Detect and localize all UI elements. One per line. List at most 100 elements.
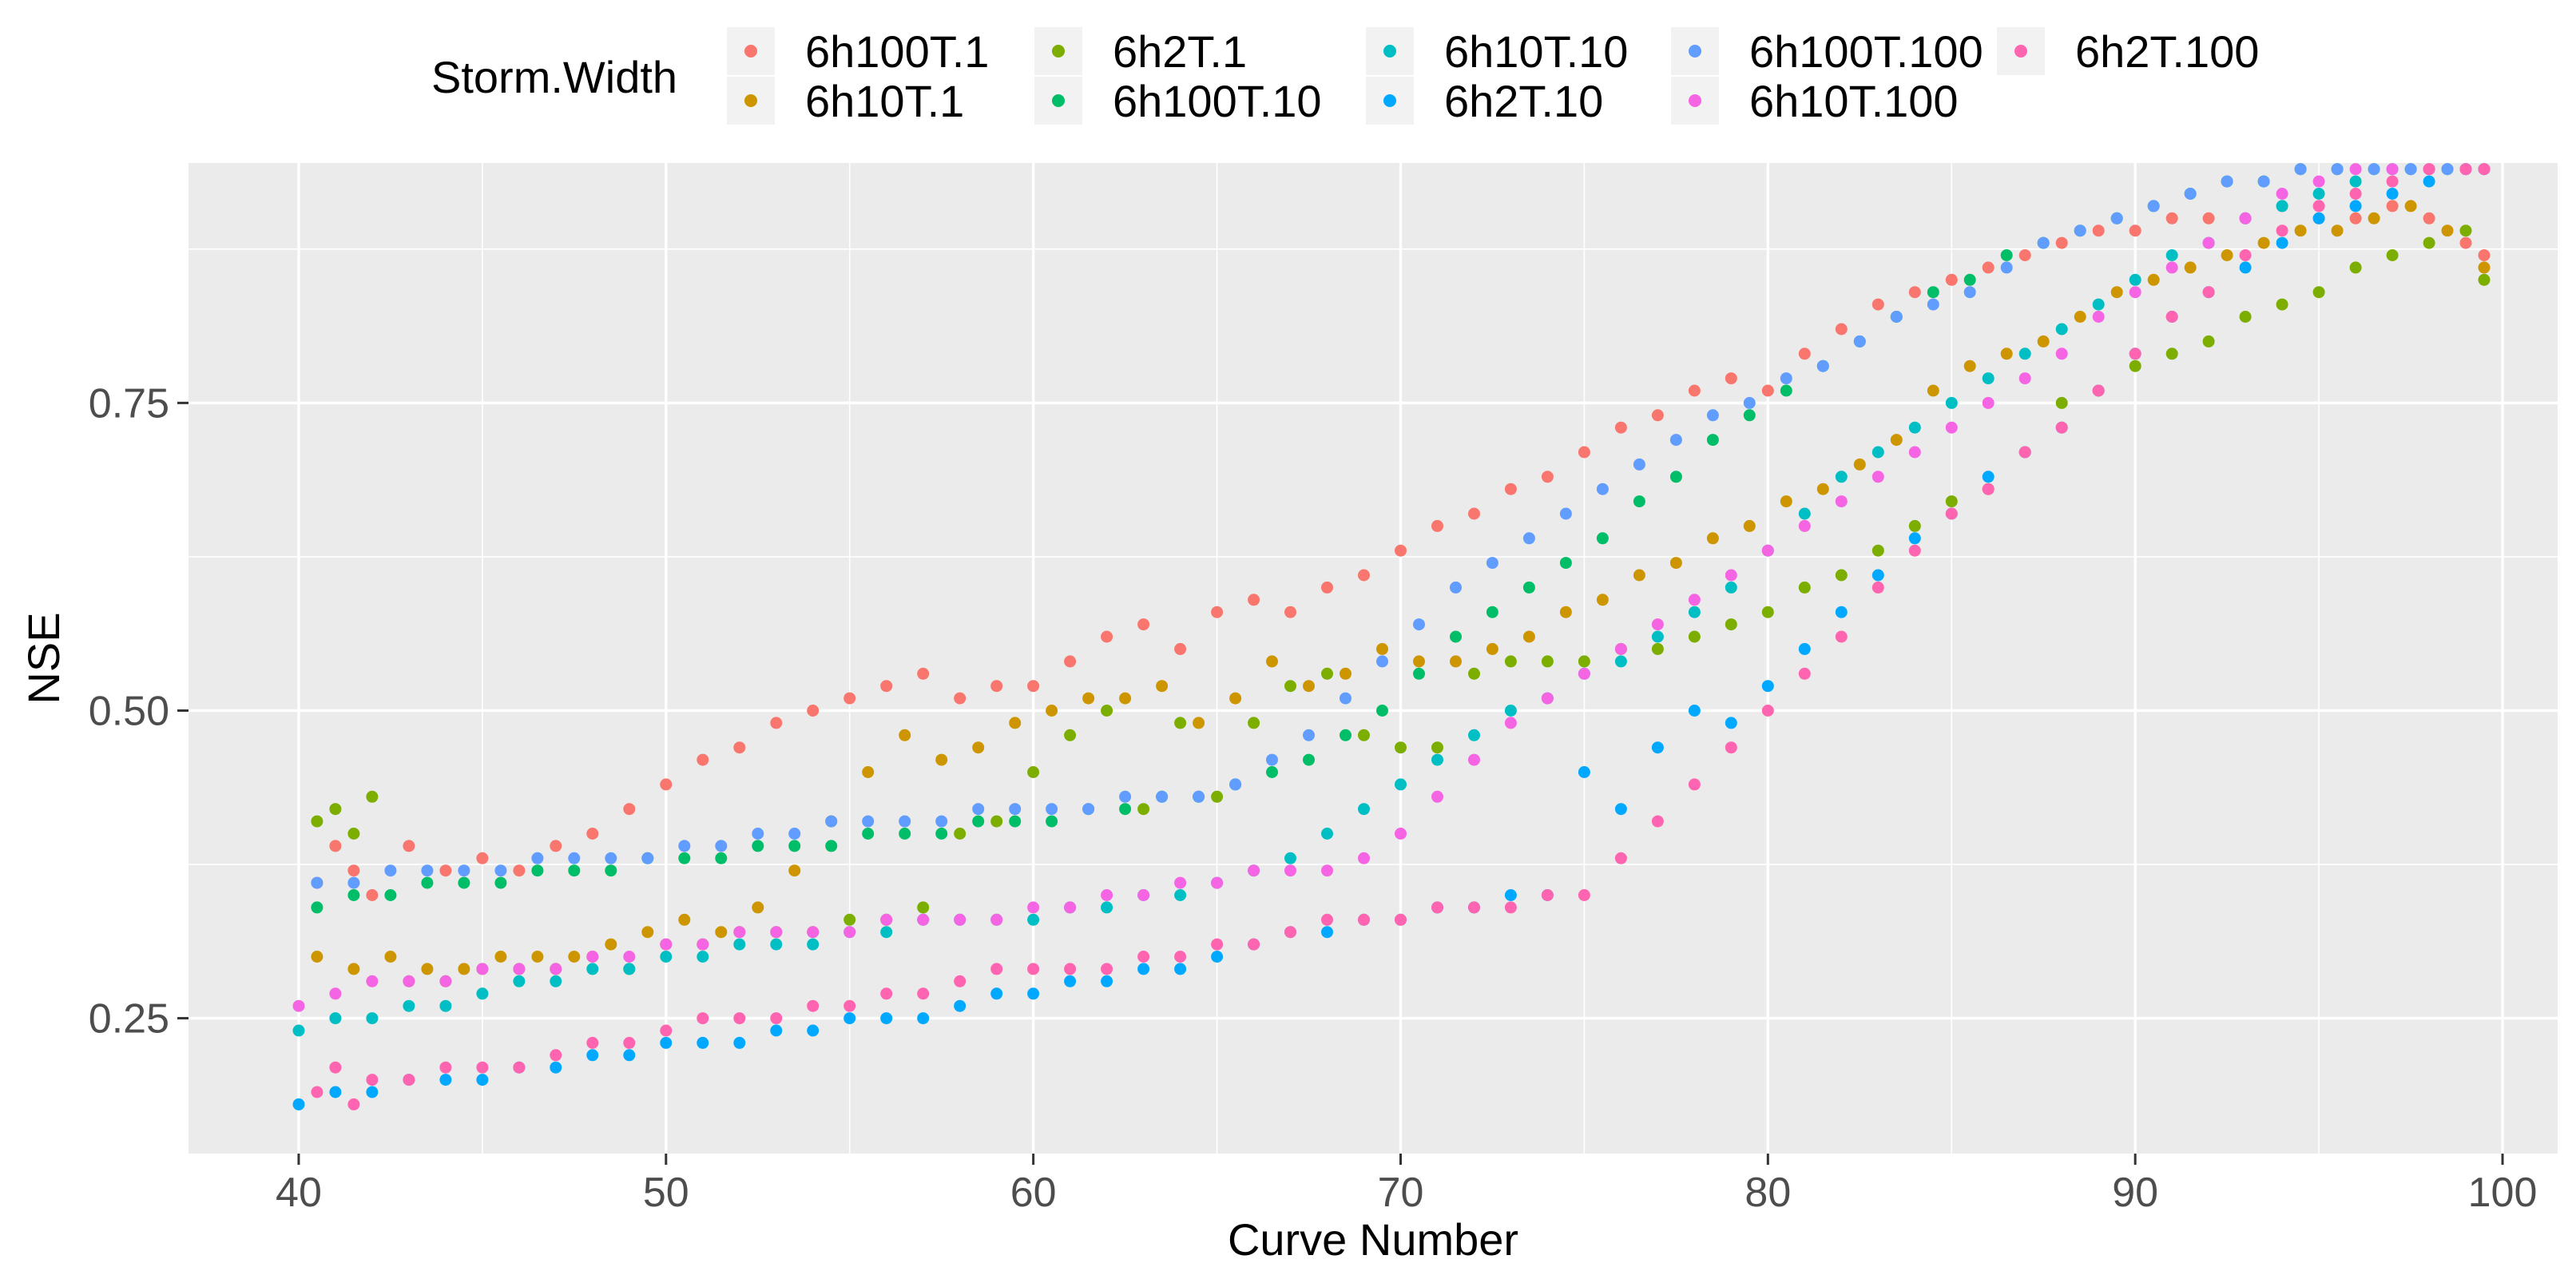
data-point (2423, 236, 2435, 249)
data-point (1137, 963, 1150, 975)
data-point (2312, 212, 2325, 224)
data-point (1064, 655, 1077, 668)
data-point (2000, 249, 2013, 261)
data-point (880, 926, 893, 939)
data-point (623, 963, 636, 975)
legend-label: 6h10T.1 (805, 76, 964, 126)
data-point (2092, 224, 2105, 237)
data-point (954, 913, 966, 926)
data-point (1541, 692, 1554, 705)
data-point (1908, 532, 1921, 545)
data-point (917, 987, 930, 1000)
data-point (641, 926, 654, 939)
data-point (1009, 717, 1022, 729)
legend-marker (2014, 45, 2027, 58)
data-point (2349, 188, 2362, 200)
data-point (1027, 987, 1040, 1000)
data-point (2165, 311, 2178, 323)
data-point (366, 790, 379, 803)
data-point (550, 1061, 562, 1074)
data-point (697, 938, 709, 951)
data-point (2459, 236, 2472, 249)
data-point (384, 951, 397, 963)
data-point (550, 840, 562, 852)
data-point (2386, 175, 2399, 188)
data-point (1963, 359, 1976, 372)
data-point (1761, 606, 1774, 618)
data-point (403, 1074, 415, 1086)
data-point (1358, 569, 1370, 582)
data-point (1761, 544, 1774, 557)
data-point (1780, 384, 1792, 397)
data-point (2018, 372, 2031, 385)
data-point (458, 864, 470, 877)
data-point (1835, 606, 1848, 618)
data-point (917, 913, 930, 926)
data-point (880, 987, 893, 1000)
data-point (825, 815, 838, 828)
data-point (2386, 188, 2399, 200)
data-point (1651, 630, 1664, 643)
data-point (494, 951, 507, 963)
data-point (311, 901, 323, 914)
data-point (1431, 519, 1443, 532)
data-point (1101, 975, 1113, 987)
data-point (1340, 667, 1352, 680)
data-point (1413, 655, 1425, 668)
data-point (2276, 224, 2288, 237)
data-point (1871, 471, 1884, 483)
data-point (347, 864, 360, 877)
data-point (550, 975, 562, 987)
data-point (2147, 200, 2160, 213)
data-point (329, 1061, 342, 1074)
data-point (605, 864, 617, 877)
data-point (439, 975, 452, 987)
data-point (1358, 913, 1370, 926)
data-point (1798, 519, 1811, 532)
data-point (1669, 471, 1682, 483)
legend-label: 6h2T.10 (1444, 76, 1603, 126)
legend-marker (1383, 45, 1396, 58)
data-point (1468, 667, 1480, 680)
data-point (1284, 926, 1296, 939)
data-point (1798, 667, 1811, 680)
data-point (1908, 519, 1921, 532)
data-point (421, 864, 434, 877)
data-point (1340, 692, 1352, 705)
data-point (2018, 446, 2031, 459)
data-point (2276, 236, 2288, 249)
data-point (2129, 348, 2141, 360)
data-point (1174, 963, 1187, 975)
data-point (1743, 396, 1756, 409)
data-point (329, 1012, 342, 1025)
data-point (2276, 200, 2288, 213)
data-point (1633, 458, 1645, 471)
data-point (2441, 224, 2454, 237)
data-point (1927, 384, 1939, 397)
data-point (1578, 667, 1590, 680)
data-point (1413, 667, 1425, 680)
data-point (2165, 348, 2178, 360)
data-point (292, 999, 305, 1012)
data-point (899, 729, 911, 741)
data-point (384, 864, 397, 877)
data-point (917, 901, 930, 914)
data-point (568, 951, 581, 963)
data-point (1193, 717, 1205, 729)
data-point (439, 1061, 452, 1074)
data-point (1578, 655, 1590, 668)
data-point (1174, 717, 1187, 729)
data-point (1046, 705, 1058, 717)
y-axis-title: NSE (18, 612, 69, 704)
data-point (623, 803, 636, 816)
data-point (1101, 630, 1113, 643)
data-point (2294, 163, 2307, 176)
data-point (660, 1024, 673, 1037)
data-point (1761, 705, 1774, 717)
data-point (2239, 261, 2252, 274)
data-point (1559, 507, 1572, 520)
data-point (770, 926, 783, 939)
data-point (2074, 224, 2086, 237)
data-point (1578, 446, 1590, 459)
data-point (439, 1074, 452, 1086)
